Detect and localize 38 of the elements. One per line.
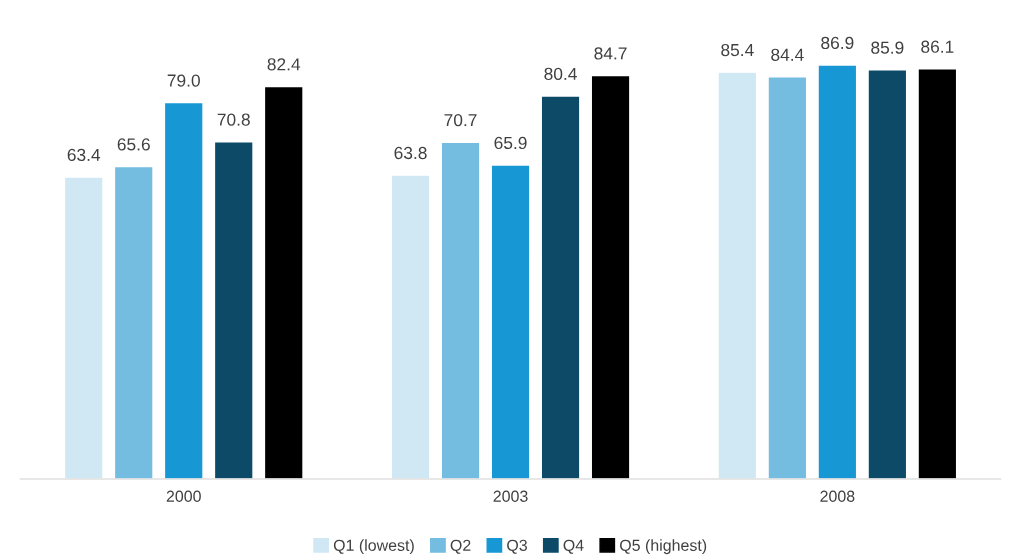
data-label: 84.4 [771,48,804,61]
data-label: 86.9 [821,36,854,50]
legend-label: Q5 (highest) [620,539,707,555]
bar [490,164,531,480]
data-label: 85.4 [721,43,754,57]
bar [263,85,304,480]
x-tick-label: 2000 [166,490,201,502]
data-label: 65.6 [117,138,150,151]
data-label: 65.9 [494,136,527,150]
data-label: 82.4 [267,58,301,71]
legend-label: Q2 [450,539,471,554]
bar [163,101,204,480]
legend-label: Q4 [563,539,584,554]
bar [113,165,154,480]
x-tick-label: 2003 [493,490,528,502]
bar [917,68,958,480]
bar [63,176,104,480]
data-label: 79.0 [167,74,200,87]
bar [717,71,758,480]
bar [540,95,581,480]
legend-label: Q1 (lowest) [333,539,414,555]
data-label: 84.7 [594,47,627,60]
data-label: 85.9 [871,41,904,54]
bar [817,64,858,480]
bar [767,76,808,480]
legend-label: Q3 [507,539,527,554]
data-label: 80.4 [544,67,577,81]
bar [440,141,481,480]
data-label: 63.4 [67,148,101,162]
data-label: 86.1 [921,40,954,53]
bar [867,69,908,480]
data-label: 70.8 [217,113,250,126]
data-label: 70.7 [444,113,477,127]
bar [590,74,631,480]
bar [390,174,431,480]
x-tick-label: 2008 [820,490,855,502]
data-label: 63.8 [394,146,427,160]
bar [213,141,254,480]
